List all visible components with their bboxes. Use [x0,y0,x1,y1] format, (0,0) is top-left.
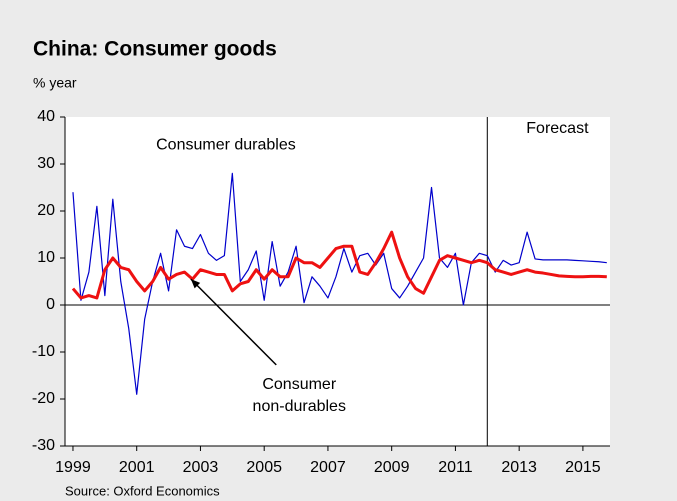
y-tick-label: -10 [32,343,55,360]
y-tick-label: 0 [46,296,55,313]
y-tick-label: 10 [37,249,55,266]
y-tick-label: 40 [37,108,55,125]
y-axis-label: % year [33,75,77,91]
y-tick-label: 30 [37,155,55,172]
annotation: Consumer durables [156,136,296,153]
annotation: Forecast [526,120,589,137]
x-tick-label: 2013 [501,459,537,476]
x-tick-label: 2003 [183,459,219,476]
x-tick-label: 2011 [438,459,473,476]
y-tick-label: -20 [32,390,55,407]
source: Source: Oxford Economics [65,483,220,498]
x-tick-label: 1999 [55,459,91,476]
x-tick-label: 2005 [246,459,282,476]
chart-title: China: Consumer goods [33,38,277,61]
y-tick-label: 20 [37,202,55,219]
plot-area [65,117,610,446]
annotation: Consumer [262,376,336,393]
arrow-head [190,279,201,289]
annotation: non-durables [253,398,346,415]
series-line [71,230,607,300]
x-tick-label: 2001 [119,459,155,476]
x-tick-label: 2015 [565,459,601,476]
annotation-arrow [190,278,277,366]
x-tick-label: 2007 [310,459,346,476]
x-tick-label: 2009 [374,459,410,476]
y-tick-label: -30 [32,437,55,454]
series-line [72,172,607,395]
